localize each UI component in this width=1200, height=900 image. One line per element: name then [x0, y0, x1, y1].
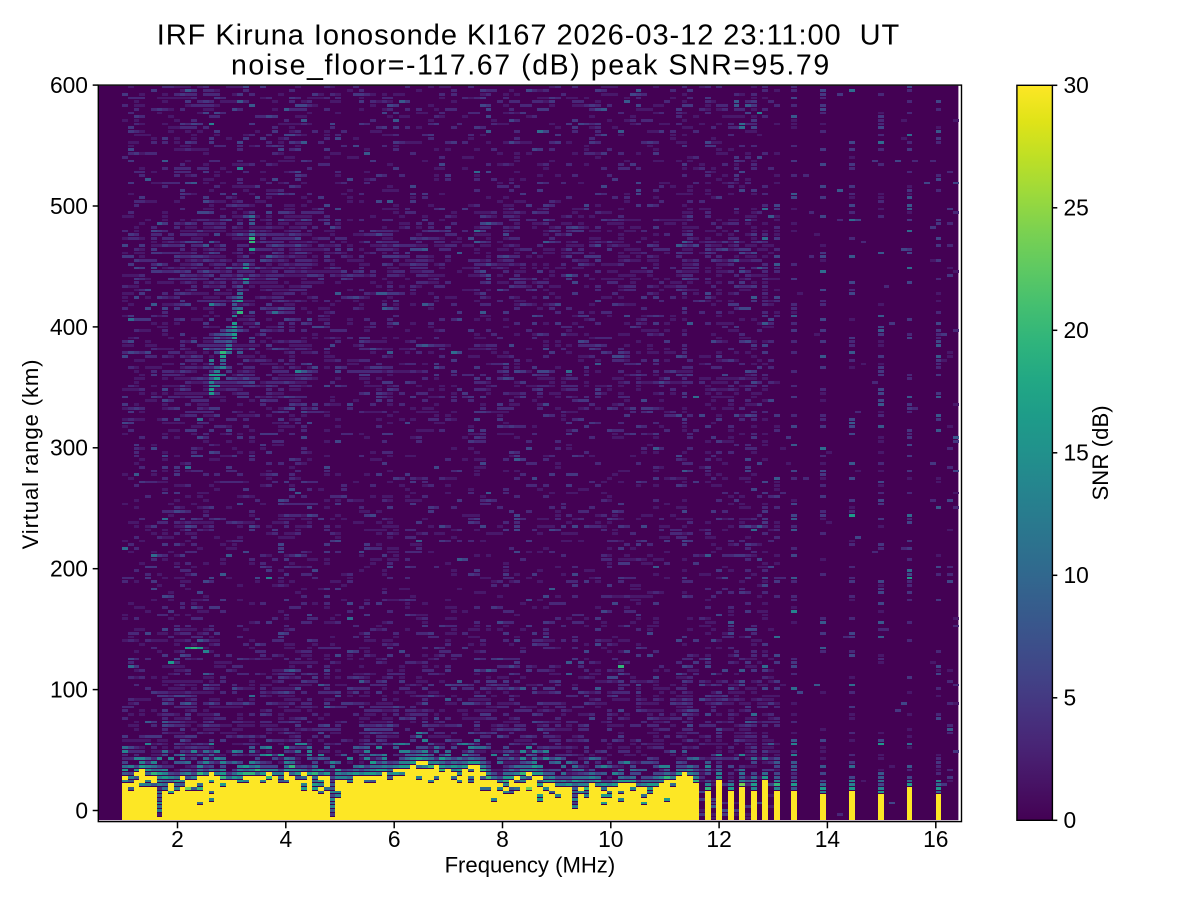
svg-text:IRF Kiruna Ionosonde KI167 202: IRF Kiruna Ionosonde KI167 2026-03-12 23…	[157, 20, 900, 52]
svg-text:15: 15	[1064, 440, 1089, 466]
svg-text:8: 8	[496, 826, 509, 852]
svg-text:6: 6	[388, 826, 401, 852]
svg-text:Frequency (MHz): Frequency (MHz)	[445, 853, 616, 878]
svg-text:200: 200	[50, 556, 88, 582]
svg-text:600: 600	[50, 72, 88, 98]
svg-text:100: 100	[50, 677, 88, 703]
svg-text:300: 300	[50, 435, 88, 461]
svg-text:0: 0	[75, 797, 88, 823]
svg-text:10: 10	[598, 826, 623, 852]
svg-text:16: 16	[923, 826, 948, 852]
svg-text:500: 500	[50, 193, 88, 219]
svg-text:20: 20	[1064, 317, 1089, 343]
svg-text:SNR (dB): SNR (dB)	[1088, 405, 1113, 500]
svg-text:5: 5	[1064, 685, 1077, 711]
svg-text:2: 2	[171, 826, 184, 852]
svg-text:25: 25	[1064, 195, 1089, 221]
svg-text:0: 0	[1064, 807, 1077, 833]
svg-text:noise_floor=-117.67 (dB) peak: noise_floor=-117.67 (dB) peak SNR=95.79	[231, 49, 831, 81]
svg-text:12: 12	[706, 826, 731, 852]
svg-text:4: 4	[279, 826, 292, 852]
svg-text:10: 10	[1064, 562, 1089, 588]
svg-text:30: 30	[1064, 72, 1089, 98]
svg-text:14: 14	[815, 826, 841, 852]
svg-text:400: 400	[50, 314, 88, 340]
svg-text:Virtual range (km): Virtual range (km)	[18, 359, 43, 550]
